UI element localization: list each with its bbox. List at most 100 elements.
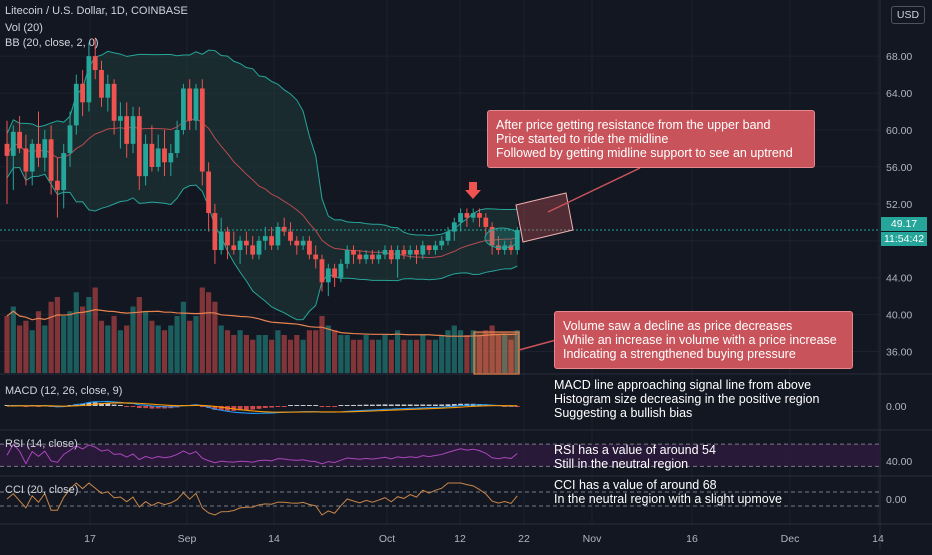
- candle-body: [237, 240, 243, 250]
- volume-bar: [432, 339, 438, 373]
- volume-bar: [495, 335, 501, 373]
- macd-histogram-bar: [502, 406, 508, 407]
- candle-body: [407, 250, 413, 255]
- volume-indicator-label[interactable]: Vol (20): [5, 22, 43, 34]
- cci-note-line-1: CCI has a value of around 68: [554, 478, 717, 492]
- volume-bar: [218, 325, 224, 373]
- candle-body: [155, 148, 161, 167]
- time-tick-label: 12: [454, 533, 466, 545]
- macd-histogram-bar: [458, 403, 463, 406]
- macd-note-line-3: Suggesting a bullish bias: [554, 406, 693, 420]
- bollinger-indicator-label[interactable]: BB (20, close, 2, 0): [5, 37, 99, 49]
- time-tick-label: Nov: [583, 533, 602, 545]
- macd-histogram-bar: [294, 405, 300, 406]
- macd-histogram-bar: [130, 406, 136, 407]
- macd-histogram-bar: [269, 406, 274, 408]
- volume-bar: [29, 330, 35, 373]
- volume-bar: [231, 335, 237, 373]
- volume-callout-connector: [518, 339, 557, 351]
- bollinger-basis-line: [6, 117, 518, 259]
- volume-bar: [281, 335, 287, 373]
- price-tick-label: 64.00: [886, 88, 912, 100]
- price-tick-label: 36.00: [886, 347, 912, 359]
- macd-histogram-bar: [401, 404, 407, 406]
- volume-bar: [344, 335, 350, 373]
- macd-histogram-bar: [111, 404, 117, 406]
- candle-body: [250, 245, 256, 255]
- volume-bar: [92, 287, 98, 373]
- price-tick-label: 56.00: [886, 162, 912, 174]
- price-callout: After price getting resistance from the …: [487, 110, 815, 168]
- volume-bar: [319, 316, 325, 373]
- volume-callout: Volume saw a decline as price decreases …: [554, 311, 853, 369]
- time-tick-label: 14: [872, 533, 884, 545]
- candle-body: [388, 250, 394, 260]
- price-tick-label: 44.00: [886, 273, 912, 285]
- volume-bar: [161, 330, 168, 373]
- candle-body: [29, 143, 35, 172]
- candle-body: [256, 240, 262, 255]
- volume-bar: [470, 330, 476, 373]
- price-callout-line-3: Followed by getting midline support to s…: [496, 146, 793, 160]
- candle-body: [281, 226, 287, 232]
- candle-body: [275, 226, 281, 246]
- macd-note: MACD line approaching signal line from a…: [554, 378, 819, 420]
- macd-histogram-bar: [351, 404, 356, 406]
- macd-histogram-bar: [357, 404, 363, 406]
- volume-bar: [363, 335, 369, 373]
- candle-body: [174, 130, 180, 154]
- macd-histogram-bar: [281, 406, 287, 407]
- macd-histogram-bar: [451, 404, 457, 406]
- candle-body: [300, 240, 306, 246]
- volume-bar: [237, 330, 243, 373]
- volume-bar: [382, 335, 388, 373]
- rsi-line: [6, 443, 518, 465]
- macd-histogram-bar: [426, 404, 432, 406]
- volume-callout-line-1: Volume saw a decline as price decreases: [563, 319, 793, 333]
- currency-button[interactable]: USD: [891, 6, 925, 24]
- candle-body: [489, 226, 495, 246]
- macd-histogram-bar: [256, 406, 262, 409]
- volume-bar: [124, 325, 130, 373]
- volume-bar: [73, 292, 79, 373]
- volume-bar: [489, 325, 495, 373]
- candle-body: [344, 250, 350, 264]
- candle-body: [483, 217, 489, 227]
- volume-bar: [313, 330, 319, 373]
- volume-bar: [395, 330, 401, 373]
- rsi-band-fill: [0, 444, 880, 467]
- macd-histogram-bar: [155, 406, 161, 409]
- volume-bar: [350, 339, 357, 373]
- candle-body: [319, 259, 325, 283]
- volume-bar: [483, 330, 489, 373]
- time-tick-label: Dec: [781, 533, 800, 545]
- volume-bar: [420, 335, 426, 373]
- macd-histogram-bar: [250, 406, 256, 410]
- candle-body: [124, 116, 130, 144]
- volume-bar: [269, 339, 275, 373]
- price-callout-line-2: Price started to ride the midline: [496, 132, 669, 146]
- rsi-note: RSI has a value of around 54 Still in th…: [554, 443, 716, 471]
- midline-support-ellipse: [484, 227, 520, 249]
- macd-note-line-2: Histogram size decreasing in the positiv…: [554, 392, 820, 406]
- candle-body: [149, 143, 155, 167]
- cci-note-line-2: In the neutral region with a slight upmo…: [554, 492, 782, 506]
- countdown-tag: 11:54:42: [881, 232, 927, 246]
- candle-body: [162, 148, 167, 163]
- macd-histogram-bar: [445, 404, 451, 406]
- macd-histogram-bar: [275, 406, 281, 407]
- candle-body: [80, 83, 85, 103]
- macd-pane-label[interactable]: MACD (12, 26, close, 9): [5, 385, 123, 397]
- volume-bar: [413, 339, 420, 373]
- macd-histogram-bar: [395, 404, 400, 406]
- bollinger-lower-band: [6, 167, 518, 321]
- rsi-pane-label[interactable]: RSI (14, close): [5, 438, 78, 450]
- candle-body: [351, 250, 356, 255]
- macd-histogram-bar: [325, 406, 331, 407]
- volume-bar: [4, 316, 10, 373]
- volume-bar: [117, 330, 123, 373]
- volume-bar: [508, 339, 514, 373]
- macd-histogram-bar: [514, 406, 520, 407]
- cci-pane-label[interactable]: CCI (20, close): [5, 484, 79, 496]
- candle-body: [420, 245, 426, 255]
